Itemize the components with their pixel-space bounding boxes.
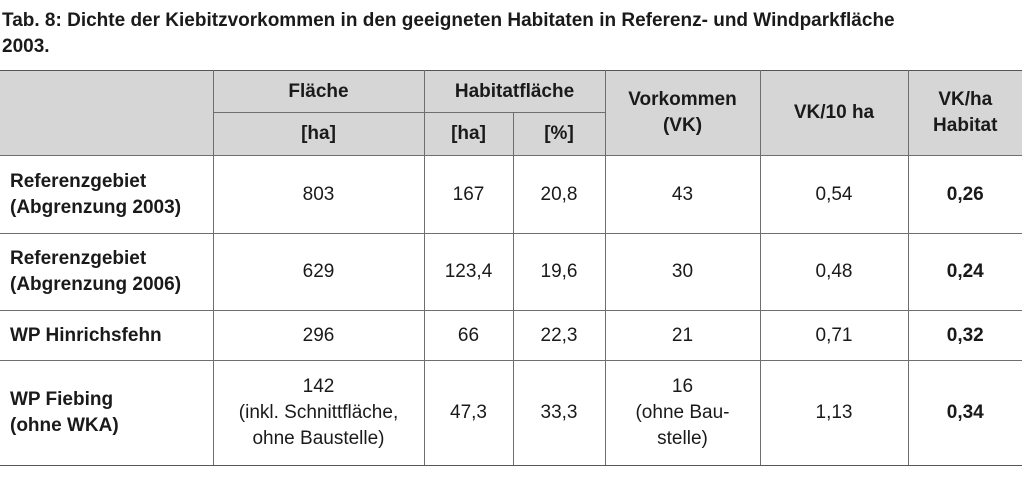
cell-vk-10ha: 0,54 [759,155,909,234]
cell-vk-ha-habitat: 0,34 [907,360,1022,466]
table-row: Referenzgebiet (Abgrenzung 2006) 629 123… [0,233,1022,311]
cell-vk-ha-habitat: 0,32 [907,310,1022,361]
caption-line-1: Tab. 8: Dichte der Kiebitzvorkommen in d… [2,10,895,31]
cell-habitat-pct: 22,3 [512,310,606,361]
header-habitat-unit-ha: [ha] [423,112,514,156]
cell-vk-10ha: 0,71 [759,310,909,361]
cell-flaeche: 296 [212,310,425,361]
cell-flaeche: 629 [212,233,425,311]
density-table: Fläche Habitatfläche Vorkommen (VK) VK/1… [0,70,1022,466]
row-label: Referenzgebiet (Abgrenzung 2003) [0,155,214,234]
cell-habitat-ha: 66 [423,310,514,361]
cell-vk-ha-habitat: 0,26 [907,155,1022,234]
cell-habitat-pct: 33,3 [512,360,606,466]
cell-habitat-ha: 123,4 [423,233,514,311]
table-row: Referenzgebiet (Abgrenzung 2003) 803 167… [0,155,1022,234]
cell-flaeche: 803 [212,155,425,234]
cell-vorkommen: 21 [604,310,761,361]
table-body: Referenzgebiet (Abgrenzung 2003) 803 167… [0,155,1022,466]
cell-vorkommen: 43 [604,155,761,234]
table-header: Fläche Habitatfläche Vorkommen (VK) VK/1… [0,70,1022,156]
cell-habitat-ha: 167 [423,155,514,234]
cell-vorkommen: 30 [604,233,761,311]
table-row: WP Hinrichsfehn 296 66 22,3 21 0,71 0,32 [0,310,1022,361]
cell-vk-10ha: 1,13 [759,360,909,466]
header-vk-10ha: VK/10 ha [759,70,909,156]
header-flaeche: Fläche [212,70,425,113]
header-habitatflaeche: Habitatfläche [423,70,606,113]
header-empty-cell [0,70,214,156]
row-label: WP Fiebing (ohne WKA) [0,360,214,466]
header-vorkommen: Vorkommen (VK) [604,70,761,156]
header-flaeche-unit: [ha] [213,112,425,156]
table-row: WP Fiebing (ohne WKA) 142 (inkl. Schnitt… [0,360,1022,466]
header-vk-ha-habitat: VK/ha Habitat [907,70,1022,156]
cell-habitat-ha: 47,3 [423,360,514,466]
cell-vk-10ha: 0,48 [759,233,909,311]
header-habitat-unit-pct: [%] [512,112,605,156]
row-label: WP Hinrichsfehn [0,310,214,361]
cell-vorkommen: 16 (ohne Bau- stelle) [604,360,761,466]
caption-line-2: 2003. [2,36,50,57]
row-label: Referenzgebiet (Abgrenzung 2006) [0,233,214,311]
cell-habitat-pct: 19,6 [512,233,606,311]
cell-flaeche: 142 (inkl. Schnittfläche, ohne Baustelle… [212,360,425,466]
cell-habitat-pct: 20,8 [512,155,606,234]
table-caption: Tab. 8: Dichte der Kiebitzvorkommen in d… [2,8,1017,60]
cell-vk-ha-habitat: 0,24 [907,233,1022,311]
